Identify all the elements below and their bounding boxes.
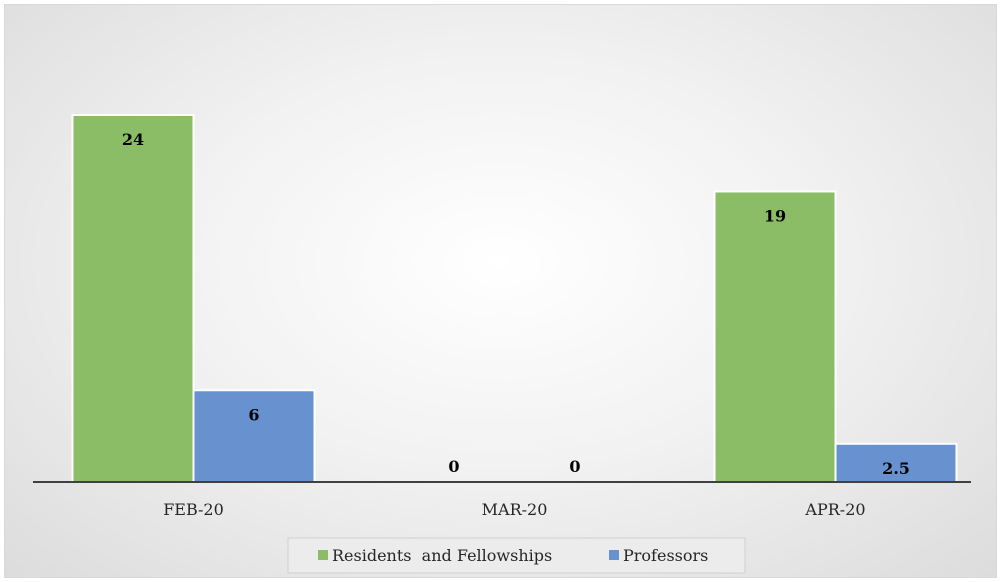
x-tick-label: MAR-20 — [482, 500, 548, 519]
data-label: 2.5 — [882, 459, 910, 478]
bar-residents-and-fellowships-apr-20 — [713, 190, 837, 483]
legend-box — [287, 537, 746, 574]
data-label: 6 — [248, 405, 259, 424]
bars-layer — [71, 114, 958, 484]
x-tick-label: FEB-20 — [163, 500, 224, 519]
x-tick-label: APR-20 — [804, 500, 865, 519]
bar-professors-feb-20 — [192, 389, 316, 483]
bar-professors-apr-20 — [834, 442, 958, 484]
legend-swatch — [318, 550, 328, 560]
labels-layer: 24 6 0 0 19 2.5 — [122, 130, 910, 478]
x-tick-labels: FEB-20 MAR-20 APR-20 — [163, 500, 865, 519]
data-label: 19 — [764, 206, 786, 225]
chart-area: 24 6 0 0 19 2.5 FEB-20 MAR-20 APR-20 Residents … — [4, 4, 997, 578]
data-label: 0 — [448, 457, 459, 476]
legend-label: Professors — [623, 546, 708, 565]
bar-residents-and-fellowships-feb-20 — [71, 114, 195, 483]
bar-chart: 24 6 0 0 19 2.5 FEB-20 MAR-20 APR-20 Residents … — [33, 114, 971, 574]
legend-label: Residents and Fellowships — [332, 546, 552, 565]
data-label: 24 — [122, 130, 144, 149]
legend: Residents and Fellowships Professors — [287, 537, 746, 574]
legend-swatch — [609, 550, 619, 560]
data-label: 0 — [569, 457, 580, 476]
